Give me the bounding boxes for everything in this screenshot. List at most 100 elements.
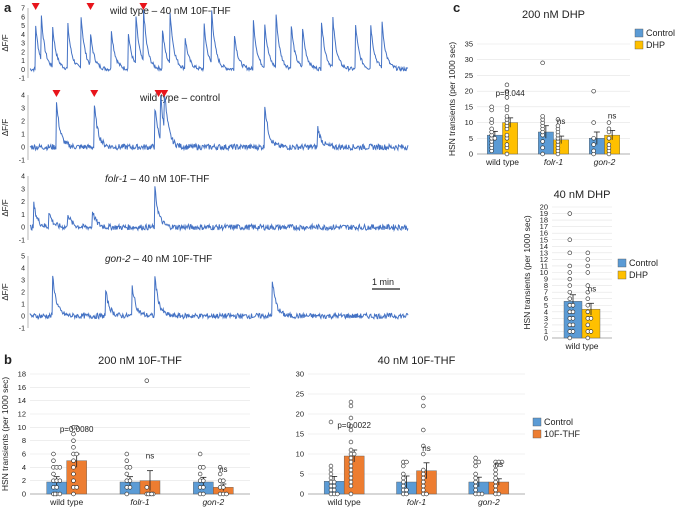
legend-label: Control: [544, 417, 573, 427]
data-point: [197, 451, 203, 457]
data-point: [493, 471, 498, 477]
data-point: [479, 491, 485, 497]
data-point: [570, 322, 576, 328]
data-point: [57, 491, 63, 497]
y-tick-label: 14: [18, 396, 26, 405]
y-tick-label: 19: [540, 209, 548, 218]
data-point: [585, 263, 590, 269]
data-point: [489, 126, 494, 132]
data-point: [331, 479, 337, 485]
data-point: [404, 487, 409, 493]
data-point: [473, 487, 478, 493]
data-point: [540, 114, 545, 119]
data-point: [124, 491, 130, 497]
data-point: [127, 478, 133, 483]
y-tick-label: 6: [544, 294, 548, 303]
data-point: [493, 479, 498, 485]
data-point: [348, 447, 354, 453]
trace-tick-label: 2: [21, 290, 25, 297]
trace-tick-label: 5: [21, 254, 25, 261]
data-point: [473, 475, 478, 481]
data-point: [348, 403, 354, 409]
data-point: [348, 475, 354, 481]
y-tick-label: 5: [300, 470, 304, 479]
x-category-label: folr-1: [130, 497, 149, 507]
data-point: [421, 395, 426, 401]
data-point: [201, 465, 206, 470]
data-point: [493, 483, 498, 489]
data-point: [489, 117, 494, 122]
x-category-label: wild type: [49, 497, 83, 507]
data-point: [421, 475, 426, 481]
trace-tick-label: 4: [21, 93, 25, 100]
trace-tick-label: 1: [21, 212, 25, 219]
data-point: [567, 289, 572, 295]
significance-label: ns: [146, 452, 154, 461]
data-point: [217, 465, 223, 470]
peak-marker: [160, 90, 169, 97]
trace-tick-label: 6: [21, 14, 25, 21]
data-point: [54, 485, 59, 490]
data-point: [567, 270, 572, 275]
data-point: [585, 303, 590, 308]
data-point: [124, 458, 130, 463]
x-category-label: folr-1: [544, 157, 563, 167]
chart-b2: 40 nM 10F-THF 0 5 10 15 20 25 30 wild type p=0.00…: [296, 355, 581, 507]
peak-marker: [31, 3, 40, 10]
x-category-label: gon-2: [594, 157, 616, 167]
data-point: [348, 471, 354, 477]
y-tick-label: 10: [465, 118, 473, 127]
data-point: [328, 475, 334, 481]
data-point: [351, 451, 357, 457]
y-tick-label: 14: [540, 242, 548, 251]
data-point: [424, 491, 429, 497]
trace-tick-label: 3: [21, 278, 25, 285]
trace-title: folr-1 – 40 nM 10F-THF: [105, 174, 209, 185]
data-point: [144, 485, 150, 490]
trace-tick-label: 4: [21, 174, 25, 181]
data-point: [217, 471, 223, 477]
data-point: [567, 296, 572, 301]
peak-marker: [154, 90, 163, 97]
data-point: [335, 491, 340, 497]
y-tick-label: 2: [544, 320, 548, 329]
trace-row-1: 4 3 2 1 0 -1 ΔF/F wild type – control: [1, 90, 409, 165]
data-point: [331, 483, 337, 489]
y-tick-label: 9: [544, 275, 548, 284]
data-point: [585, 296, 590, 301]
data-point: [71, 431, 76, 437]
data-point: [473, 471, 478, 477]
data-point: [493, 475, 498, 481]
y-axis-label: HSN transients (per 1000 sec): [0, 377, 10, 491]
significance-label: p=0.0080: [60, 425, 94, 434]
data-point: [588, 329, 594, 334]
chart-c1: 200 nM DHP 0 5 10 15 20 25 30 35 HSN transients (…: [447, 9, 675, 167]
trace-ylabel: ΔF/F: [1, 199, 10, 216]
trace-title: wild type – control: [139, 93, 220, 104]
legend-swatch: [617, 258, 627, 268]
significance-label: ns: [588, 284, 596, 293]
y-tick-label: 0: [300, 490, 304, 499]
y-tick-label: 10: [18, 423, 26, 432]
data-point: [348, 423, 354, 429]
significance-label: ns: [219, 465, 227, 474]
x-category-label: wild type: [564, 341, 598, 351]
trace-title-rest: – 40 nM 10F-THF: [131, 254, 213, 265]
trace-tick-label: -1: [19, 158, 25, 165]
data-point: [540, 139, 545, 144]
trace-tick-label: 5: [21, 23, 25, 30]
trace-row-3: 5 4 3 2 1 0 -1 ΔF/F gon-2 – 40 nM 10F-THF: [1, 254, 409, 333]
data-point: [492, 136, 498, 141]
x-category-label: wild type: [327, 497, 361, 507]
legend-label: DHP: [629, 270, 648, 280]
y-tick-label: 5: [544, 301, 548, 310]
y-tick-label: 11: [540, 261, 548, 270]
data-point: [421, 479, 426, 485]
trace-title-rest: – 40 nM 10F-THF: [128, 174, 210, 185]
data-point: [421, 443, 426, 449]
y-tick-label: 8: [22, 436, 26, 445]
trace-tick-label: 2: [21, 119, 25, 126]
y-tick-label: 10: [540, 268, 548, 277]
significance-label: ns: [557, 117, 565, 126]
data-point: [71, 478, 76, 483]
